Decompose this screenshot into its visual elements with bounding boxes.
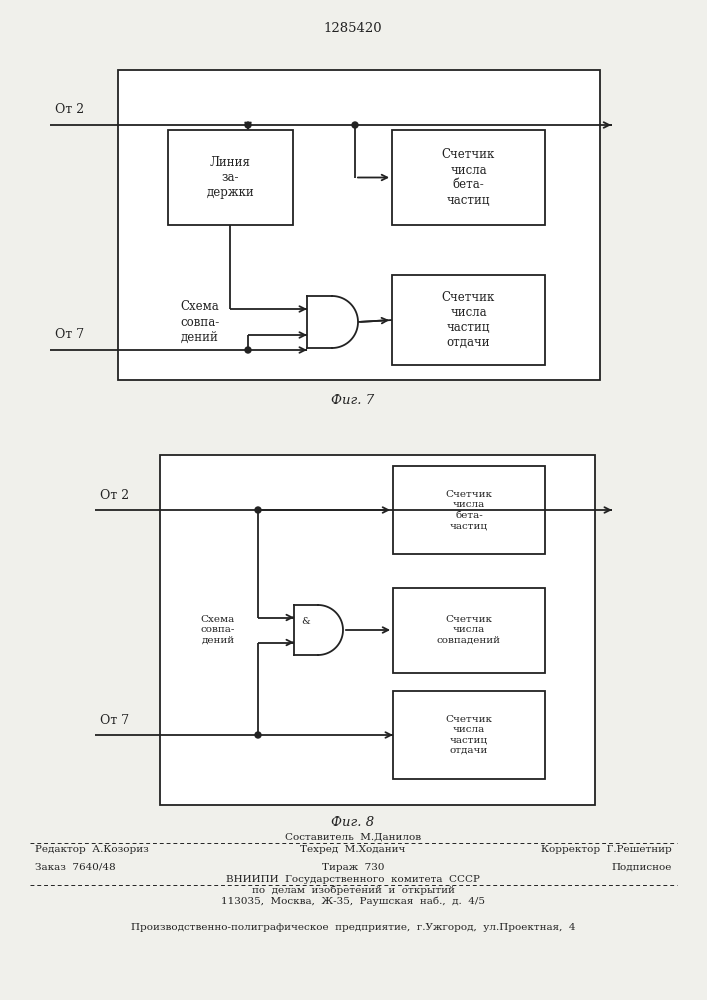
Text: Схема
совпа-
дений: Схема совпа- дений: [201, 615, 235, 645]
Text: Счетчик
числа
частиц
отдачи: Счетчик числа частиц отдачи: [445, 715, 493, 755]
Text: Заказ  7640/48: Заказ 7640/48: [35, 862, 116, 871]
Text: От 7: От 7: [55, 328, 84, 341]
Text: Подписное: Подписное: [612, 862, 672, 871]
Text: Тираж  730: Тираж 730: [322, 862, 384, 871]
Bar: [393, 587, 545, 672]
Text: Счетчик
числа
бета-
частиц: Счетчик числа бета- частиц: [445, 490, 493, 530]
Bar: [392, 275, 545, 365]
Text: Составитель  М.Данилов: Составитель М.Данилов: [285, 832, 421, 842]
Bar: [168, 130, 293, 225]
Text: ВНИИПИ  Государственного  комитета  СССР: ВНИИПИ Государственного комитета СССР: [226, 874, 480, 884]
Text: От 2: От 2: [100, 489, 129, 502]
Text: Редактор  А.Козориз: Редактор А.Козориз: [35, 846, 148, 854]
Bar: [393, 691, 545, 779]
Text: Техред  М.Ходанич: Техред М.Ходанич: [300, 846, 406, 854]
Text: Счетчик
числа
частиц
отдачи: Счетчик числа частиц отдачи: [442, 291, 495, 349]
Circle shape: [245, 122, 251, 128]
Bar: [392, 130, 545, 225]
Bar: [118, 70, 600, 380]
Text: 113035,  Москва,  Ж-35,  Раушская  наб.,  д.  4/5: 113035, Москва, Ж-35, Раушская наб., д. …: [221, 896, 485, 906]
Bar: [393, 466, 545, 554]
Text: От 7: От 7: [100, 714, 129, 727]
Text: Производственно-полиграфическое  предприятие,  г.Ужгород,  ул.Проектная,  4: Производственно-полиграфическое предприя…: [131, 924, 575, 932]
Circle shape: [352, 122, 358, 128]
Text: Линия
за-
держки: Линия за- держки: [206, 156, 255, 199]
Circle shape: [255, 507, 261, 513]
Text: Счетчик
числа
бета-
частиц: Счетчик числа бета- частиц: [442, 148, 495, 207]
Text: &: &: [302, 617, 310, 626]
Circle shape: [255, 732, 261, 738]
Text: по  делам  изобретений  и  открытий: по делам изобретений и открытий: [252, 885, 455, 895]
Text: Фиг. 7: Фиг. 7: [332, 393, 375, 406]
Text: Схема
совпа-
дений: Схема совпа- дений: [180, 300, 220, 344]
Text: Фиг. 8: Фиг. 8: [332, 816, 375, 828]
Text: Счетчик
числа
совпадений: Счетчик числа совпадений: [437, 615, 501, 645]
Bar: [160, 455, 595, 805]
Circle shape: [245, 347, 251, 353]
Text: Корректор  Г.Решетнир: Корректор Г.Решетнир: [542, 846, 672, 854]
Text: 1285420: 1285420: [324, 21, 382, 34]
Text: От 2: От 2: [55, 103, 84, 116]
